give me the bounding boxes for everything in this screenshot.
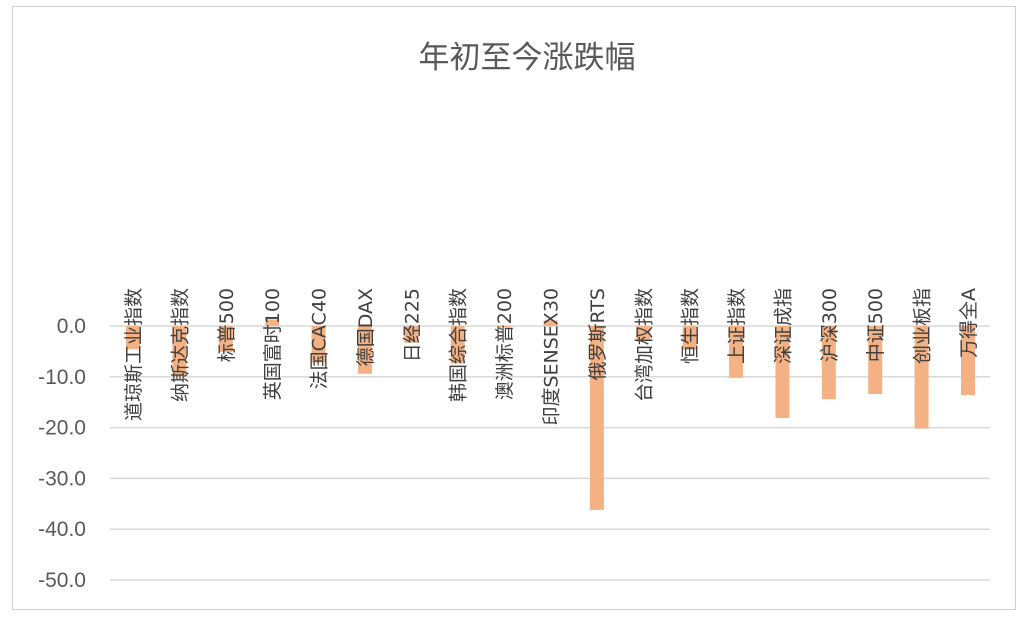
bar: [311, 326, 326, 363]
category-label: 万得全A: [958, 288, 980, 358]
chart-frame: [12, 6, 1016, 610]
y-axis-ticks: 0.0 -10.0 -20.0 -30.0 -40.0 -50.0: [38, 315, 86, 592]
bar: [172, 326, 187, 377]
bar: [543, 320, 558, 326]
category-label: 英国富时100: [262, 288, 284, 400]
bar: [357, 326, 372, 374]
bar: [265, 319, 280, 326]
category-label: 日经225: [401, 288, 423, 362]
bar: [497, 326, 512, 328]
bar: [636, 326, 651, 340]
y-tick-label: -20.0: [38, 417, 86, 440]
category-labels: 道琼斯工业指数 纳斯达克指数 标普500 英国富时100 法国CAC40 德国DAX 日经2…: [123, 288, 980, 426]
bar: [589, 326, 604, 510]
category-label: 俄罗斯RTS: [587, 288, 609, 381]
category-label: 恒生指数: [680, 288, 702, 364]
y-tick-label: -30.0: [38, 467, 86, 490]
bar: [868, 326, 883, 395]
y-tick-label: -10.0: [38, 366, 86, 389]
bar: [450, 326, 465, 364]
bar: [682, 326, 697, 350]
bar: [218, 326, 233, 352]
bars: [126, 319, 975, 510]
category-label: 深证成指: [772, 288, 794, 364]
category-label: 印度SENSEX30: [541, 288, 563, 426]
bar: [914, 326, 929, 429]
category-label: 纳斯达克指数: [169, 288, 191, 402]
category-label: 中证500: [865, 288, 887, 362]
category-label: 沪深300: [819, 288, 841, 362]
bar: [729, 326, 744, 378]
category-label: 法国CAC40: [309, 288, 331, 389]
y-tick-label: -40.0: [38, 518, 86, 541]
y-tick-label: -50.0: [38, 569, 86, 592]
category-label: 澳洲标普200: [494, 288, 516, 400]
bar: [961, 326, 975, 396]
category-label: 德国DAX: [355, 288, 377, 366]
bar: [404, 326, 419, 343]
chart-title: 年初至今涨跌幅: [419, 40, 636, 76]
category-label: 标普500: [216, 288, 238, 362]
category-label: 道琼斯工业指数: [123, 288, 145, 421]
grid-lines: [110, 325, 990, 581]
category-label: 台湾加权指数: [633, 288, 655, 402]
bar: [821, 326, 836, 400]
bar: [775, 326, 790, 418]
bar: [126, 326, 140, 350]
category-label: 韩国综合指数: [448, 288, 470, 402]
category-label: 上证指数: [726, 288, 748, 364]
category-label: 创业板指: [912, 288, 934, 364]
y-tick-label: 0.0: [57, 315, 86, 338]
